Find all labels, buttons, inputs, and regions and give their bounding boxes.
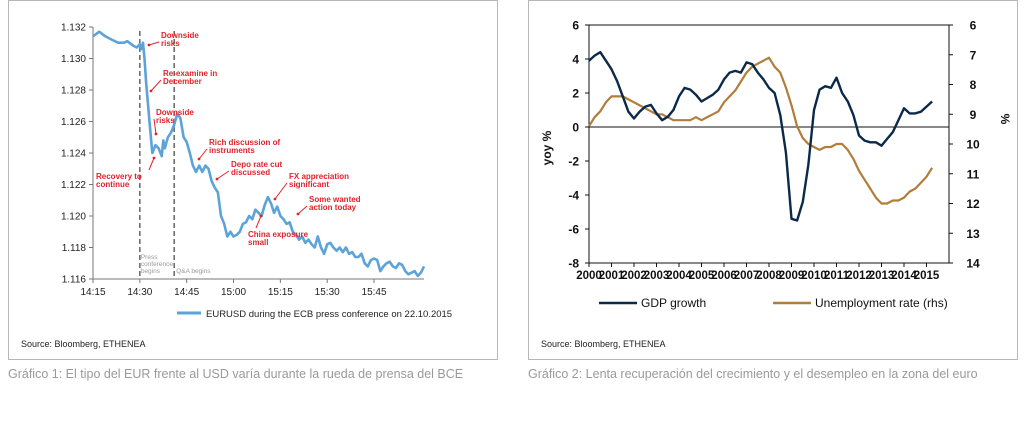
- annotation-6: Depo rate cut discussed: [231, 160, 282, 177]
- x-tick-label: 2005: [689, 270, 715, 282]
- x-tick-label: 15:00: [221, 287, 246, 298]
- annotation-arrow-tip: [197, 157, 201, 161]
- caption-chart-2: Gráfico 2: Lenta recuperación del crecim…: [528, 367, 978, 381]
- x-tick-label: 2012: [846, 270, 872, 282]
- y-tick-label: 1.118: [62, 243, 87, 254]
- y-tick-label-right: 11: [967, 167, 980, 181]
- y-tick-label: 1.130: [61, 54, 86, 65]
- vline-label-press: begins: [141, 268, 161, 275]
- vline-label-press: Press: [141, 254, 158, 261]
- source-note: Source: Bloomberg, ETHENEA: [541, 339, 666, 349]
- x-tick-label: 14:15: [80, 287, 105, 298]
- annotation-arrow: [153, 118, 157, 135]
- chart-panel-gdp-unemployment: 6 4 2 0 -2 -4 -6 -8 6 7 8 9 10 11 12 13 14 2000 2001 2002 20…: [528, 0, 1018, 360]
- annotation-arrow: [148, 157, 155, 171]
- x-tick-label: 2011: [824, 270, 850, 282]
- y-tick-label: 1.120: [61, 212, 86, 223]
- annotation-1: Downside risks: [161, 31, 199, 48]
- y-tick-label: 1.122: [61, 180, 86, 191]
- y-tick-label-left: -8: [568, 257, 579, 271]
- caption-chart-1: Gráfico 1: El tipo del EUR frente al USD…: [8, 367, 464, 381]
- y-tick-label-right: 8: [970, 78, 977, 92]
- y-axis-label-right: %: [998, 114, 1012, 125]
- x-tick-label: 2003: [644, 270, 670, 282]
- y-tick-label-left: -4: [568, 189, 579, 203]
- annotation-arrow: [274, 182, 288, 200]
- y-tick-label-left: -2: [568, 155, 579, 169]
- annotation-arrow: [148, 41, 160, 46]
- y-tick-label: 1.116: [62, 275, 87, 286]
- x-tick-label: 2014: [891, 270, 917, 282]
- x-tick-label: 2009: [779, 270, 805, 282]
- y-tick-label-right: 7: [970, 48, 977, 62]
- x-tick-label: 15:15: [268, 287, 293, 298]
- legend-label-eurusd: EURUSD during the ECB press conference o…: [206, 309, 452, 320]
- y-tick-label: 1.132: [61, 23, 86, 34]
- legend-label-gdp: GDP growth: [641, 296, 706, 310]
- annotation-arrow-tip: [149, 89, 153, 93]
- y-tick-label: 1.128: [61, 86, 86, 97]
- annotation-arrow-tip: [273, 197, 277, 201]
- annotation-7: FX appreciation significant: [289, 172, 349, 189]
- y-tick-label-left: 6: [572, 19, 579, 33]
- annotation-arrow-tip: [154, 132, 158, 136]
- x-tick-label: 2008: [756, 270, 782, 282]
- source-note: Source: Bloomberg, ETHENEA: [21, 339, 146, 349]
- y-tick-label-right: 6: [970, 19, 977, 33]
- y-tick-label-right: 9: [970, 108, 977, 122]
- x-tick-label: 2007: [734, 270, 760, 282]
- y-tick-label-left: 2: [572, 87, 579, 101]
- y-tick-label-left: 4: [572, 53, 579, 67]
- vline-label-qa: Q&A begins: [176, 268, 211, 275]
- y-tick-label: 1.124: [61, 149, 86, 160]
- annotation-4: Recovery to continue: [96, 172, 142, 189]
- annotation-3: Downside risks: [156, 108, 194, 125]
- annotation-arrow: [198, 148, 208, 160]
- y-tick-label-right: 12: [966, 197, 980, 211]
- annotation-arrow-tip: [152, 156, 156, 160]
- y-tick-label-left: -6: [568, 223, 579, 237]
- x-tick-label: 2001: [599, 270, 625, 282]
- plot-frame: [588, 24, 950, 264]
- unemployment-series-line: [588, 56, 934, 205]
- y-tick-label-left: 0: [572, 121, 579, 135]
- annotation-8: China exposure small: [248, 230, 309, 247]
- y-tick-label-right: 14: [966, 257, 980, 271]
- annotation-arrow-tip: [296, 212, 300, 216]
- legend-label-unemployment: Unemployment rate (rhs): [815, 296, 948, 310]
- x-tick-label: 2002: [621, 270, 647, 282]
- x-tick-label: 2004: [666, 270, 692, 282]
- gdp-series-line: [588, 51, 933, 222]
- annotation-arrow-tip: [215, 177, 219, 181]
- annotation-2: Re-examine in December: [163, 69, 217, 86]
- annotation-arrow-tip: [147, 43, 151, 47]
- x-tick-label: 15:45: [362, 287, 387, 298]
- x-tick-label: 14:30: [127, 287, 152, 298]
- eurusd-series-line: [92, 30, 426, 278]
- annotation-arrow: [255, 215, 262, 229]
- x-tick-label: 2013: [869, 270, 895, 282]
- y-tick-label-right: 10: [966, 138, 980, 152]
- gdp-unemployment-chart: 6420-2-4-6-86789101112131420002001200220…: [540, 19, 1012, 311]
- annotation-5: Rich discussion of instruments: [209, 138, 280, 155]
- annotation-9: Some wanted action today: [309, 195, 361, 212]
- y-tick-label-right: 13: [966, 227, 980, 241]
- annotation-arrow: [297, 205, 308, 215]
- x-tick-label: 2006: [711, 270, 737, 282]
- y-tick-label: 1.126: [61, 117, 86, 128]
- x-tick-label: 14:45: [174, 287, 199, 298]
- x-tick-label: 15:30: [315, 287, 340, 298]
- annotation-arrow: [150, 79, 162, 92]
- y-axis-label-left: yoy %: [540, 130, 554, 165]
- chart-panel-eurusd: 1.116 1.118 1.120 1.122 1.124 1.126 1.128 1.130…: [8, 0, 498, 360]
- vline-label-press: conference: [141, 261, 174, 268]
- x-tick-label: 2015: [914, 270, 940, 282]
- annotation-arrow: [216, 170, 230, 180]
- x-tick-label: 2000: [576, 270, 602, 282]
- annotation-arrow-tip: [259, 214, 263, 218]
- x-tick-label: 2010: [801, 270, 827, 282]
- eurusd-chart: 1.116 1.118 1.120 1.122 1.124 1.126 1.128 1.130…: [61, 23, 452, 321]
